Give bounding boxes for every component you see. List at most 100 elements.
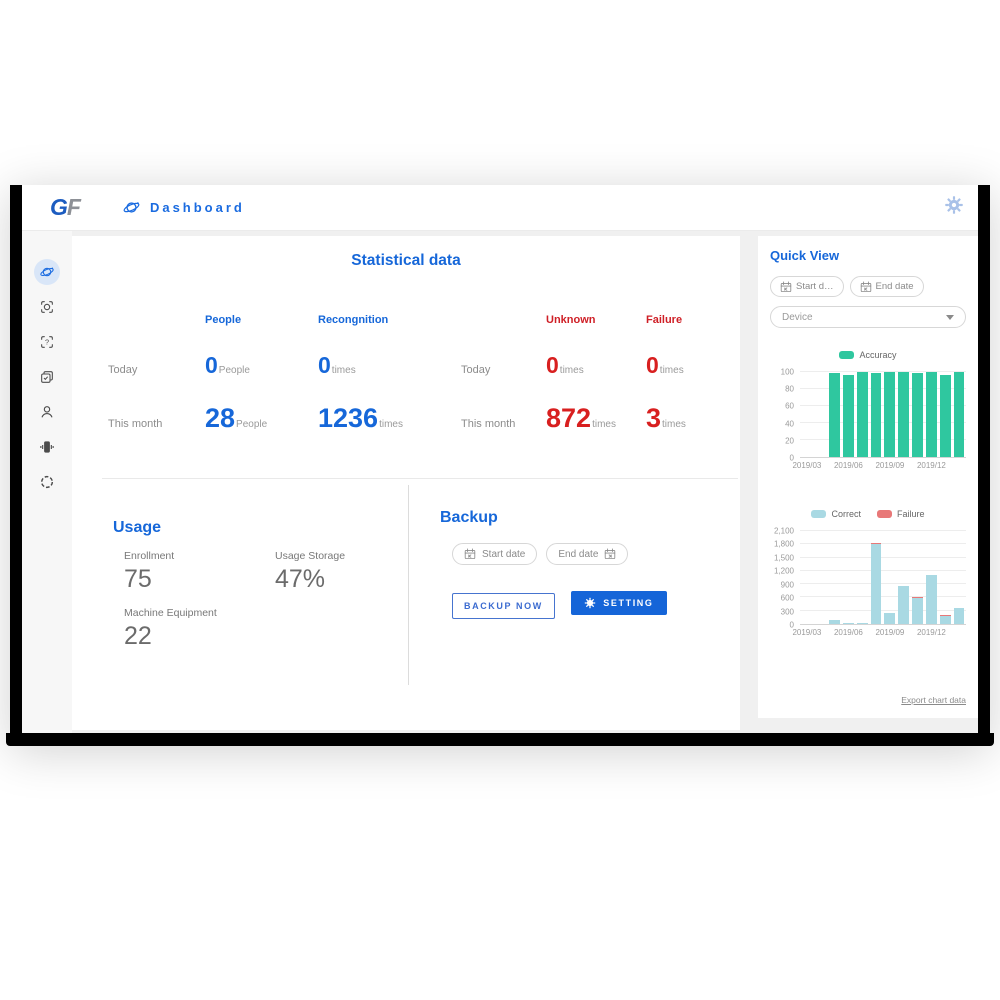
column-header-failure: Failure [646, 314, 683, 326]
row-label-today: Today [108, 364, 138, 376]
page-title: Dashboard [149, 200, 245, 215]
bar-segment [870, 542, 882, 545]
bar-slot [800, 531, 814, 624]
planet-icon [39, 266, 55, 278]
legend-item: Correct [811, 509, 861, 519]
bar-slot [841, 372, 855, 457]
bar-slot [911, 372, 925, 457]
legend-item: Accuracy [839, 350, 897, 360]
usage-storage: Usage Storage 47% [275, 550, 346, 593]
legend-item: Failure [877, 509, 925, 519]
bar-segment [856, 372, 868, 457]
stat-month-failure: 3times [646, 403, 686, 433]
statistics-title: Statistical data [351, 252, 461, 269]
usage-title: Usage [113, 519, 162, 536]
sidebar-item-devices[interactable] [34, 434, 60, 460]
backup-title: Backup [440, 509, 498, 526]
accuracy-chart: Accuracy 0 20 40 60 80 100 2019/03 2019/06 2019… [770, 350, 966, 475]
sidebar-item-dashboard[interactable] [34, 259, 60, 285]
settings-gear-icon[interactable] [944, 195, 964, 215]
page-title-group: Dashboard [122, 198, 245, 217]
bar-segment [884, 372, 896, 457]
user-icon [41, 406, 53, 418]
gear-icon [585, 597, 596, 609]
usage-enrollment: Enrollment 75 [124, 550, 175, 593]
sidebar-item-unknown[interactable]: ? [34, 329, 60, 355]
window-bezel-left [10, 185, 22, 733]
plot-area [800, 371, 966, 458]
bar-segment [912, 597, 923, 624]
quick-view-title: Quick View [770, 248, 840, 263]
backup-now-button[interactable]: BACKUP NOW [452, 593, 555, 619]
app-window: GF Dashboard ? [6, 185, 994, 746]
bar-slot [938, 531, 952, 624]
bar-segment [870, 544, 882, 624]
face-scan-icon [41, 301, 53, 313]
planet-icon [122, 201, 141, 214]
bar-slot [924, 372, 938, 457]
brand-logo: GF [50, 194, 81, 221]
bar-segment [912, 596, 923, 598]
bar-segment [870, 372, 882, 457]
row-label-today-right: Today [461, 364, 491, 376]
bar-slot [855, 372, 869, 457]
bar-segment [884, 612, 896, 624]
sidebar-item-records[interactable] [34, 364, 60, 390]
column-header-recognition: Recongnition [318, 314, 389, 326]
bar-slot [938, 372, 952, 457]
bar-segment [856, 622, 868, 624]
backup-start-date-input[interactable]: Start date [452, 543, 538, 565]
window-bezel-bottom [6, 733, 994, 746]
x-axis: 2019/03 2019/06 2019/09 2019/12 [792, 461, 946, 470]
column-header-people: People [205, 314, 242, 326]
bar-segment [953, 372, 965, 457]
bar-slot [814, 372, 828, 457]
device-icon [40, 441, 54, 453]
sidebar-item-users[interactable] [34, 399, 60, 425]
device-select[interactable]: Device [770, 306, 966, 328]
horizontal-divider [102, 478, 738, 479]
x-axis: 2019/03 2019/06 2019/09 2019/12 [792, 628, 946, 637]
quickview-start-date-input[interactable]: Start d… [770, 276, 844, 297]
app-header: GF Dashboard [22, 185, 978, 231]
quickview-end-date-input[interactable]: End date [849, 276, 924, 297]
row-label-month-right: This month [461, 418, 516, 430]
statistics-header-row: People Recongnition Unknown Failure [72, 314, 740, 326]
calendar-start-icon [464, 548, 476, 559]
backup-section: Backup Start date End date BACKUP NOW [440, 509, 667, 619]
logo-letter-f: F [66, 194, 81, 220]
aperture-icon [40, 475, 54, 489]
main-panel: Statistical data People Recongnition Unk… [72, 236, 740, 730]
bar-slot [883, 372, 897, 457]
records-icon [41, 371, 53, 383]
correct-failure-chart-legend: Correct Failure [770, 509, 966, 519]
chevron-down-icon [946, 314, 954, 320]
usage-section: Usage Enrollment 75 Usage Storage 47% Ma… [113, 519, 403, 651]
bar-segment [925, 372, 937, 457]
sidebar-item-face-recognition[interactable] [34, 294, 60, 320]
bar-segment [925, 575, 937, 624]
bar-slot [800, 372, 814, 457]
bar-slot [841, 531, 855, 624]
sidebar: ? [22, 231, 72, 733]
vertical-divider [408, 485, 409, 685]
bar-slot [814, 531, 828, 624]
bar-segment [829, 372, 840, 457]
setting-button[interactable]: SETTING [571, 591, 667, 615]
statistics-row-month: This month 28People 1236times This month… [72, 403, 740, 434]
bar-slot [855, 531, 869, 624]
stat-month-recognition: 1236times [318, 403, 403, 433]
bar-slot [828, 372, 842, 457]
sidebar-item-system[interactable] [34, 469, 60, 495]
export-chart-data-link[interactable]: Export chart data [901, 695, 966, 705]
bar-slot [869, 531, 883, 624]
app-body: ? [22, 231, 978, 733]
bar-segment [939, 375, 951, 457]
y-axis: 0 300 600 900 1,200 1,500 1,800 2,100 [773, 526, 794, 630]
quick-view-panel: Quick View Start d… End date Device [758, 236, 978, 718]
backup-end-date-input[interactable]: End date [546, 543, 629, 565]
bar-segment [843, 622, 854, 624]
stat-today-recognition: 0times [318, 352, 356, 378]
bar-segment [953, 608, 965, 624]
row-label-month: This month [108, 418, 163, 430]
